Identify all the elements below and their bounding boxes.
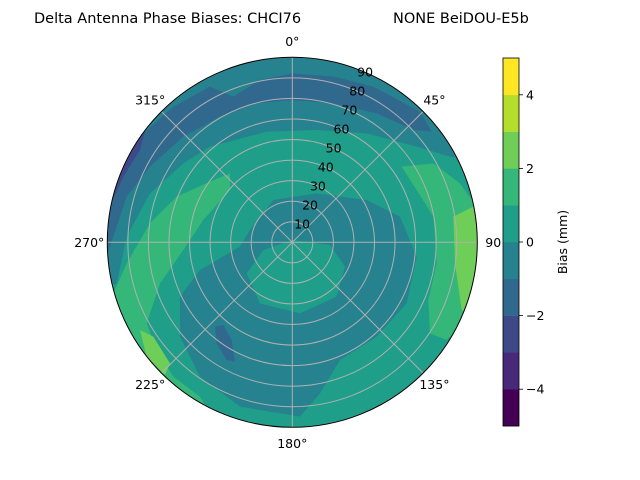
contour-band-neg2-to-neg1-spot [214, 324, 235, 362]
angular-tick-label: 90 [485, 235, 501, 250]
colorbar-tick-label: −2 [526, 308, 544, 323]
angular-grid-line [291, 111, 424, 243]
radial-tick-label: 10 [294, 216, 310, 231]
colorbar-tick-label: 0 [526, 235, 534, 250]
angular-tick-label: 0° [285, 34, 299, 49]
colorbar-band [503, 205, 519, 243]
radial-tick-label: 80 [349, 83, 365, 98]
colorbar-band [503, 242, 519, 280]
angular-tick-label: 315° [135, 93, 165, 108]
radial-tick-label: 30 [310, 178, 326, 193]
contour-band-neg3-to-neg2 [107, 131, 145, 207]
angular-grid-line [161, 111, 293, 243]
contour-band-neg1-to-0-center [179, 193, 417, 417]
colorbar-band [503, 131, 519, 169]
colorbar-band [503, 315, 519, 353]
title-right: NONE BeiDOU-E5b [393, 11, 529, 27]
radial-tick-label: 90 [357, 64, 373, 79]
angular-tick-label: 180° [277, 436, 307, 451]
angular-grid-line [161, 241, 293, 374]
polar-frame [106, 56, 478, 428]
colorbar-band [503, 58, 519, 96]
colorbar [503, 58, 519, 427]
radial-tick-label: 60 [334, 121, 350, 136]
radial-tick-label: 40 [318, 159, 334, 174]
colorbar-band [503, 389, 519, 427]
polar-grid [107, 57, 478, 428]
contour-band-neg2-to-neg1-top [107, 73, 432, 257]
colorbar-tick-label: 4 [526, 87, 534, 102]
radial-tick-label: 70 [341, 102, 357, 117]
colorbar-tick-label: −4 [526, 382, 544, 397]
radial-tick-label: 50 [326, 140, 342, 155]
title-left: Delta Antenna Phase Biases: CHCI76 [34, 11, 301, 27]
colorbar-label: Bias (mm) [555, 210, 570, 274]
colorbar-band [503, 94, 519, 132]
contour-band-2-to-3-left [139, 329, 170, 375]
colorbar-band [503, 168, 519, 206]
contour-band-1-to-2-right [401, 163, 478, 340]
colorbar-band [503, 278, 519, 316]
colorbar-tick-label: 2 [526, 161, 534, 176]
colorbar-band [503, 352, 519, 390]
angular-tick-label: 225° [135, 377, 165, 392]
polar-plot [107, 57, 478, 428]
angular-tick-label: 45° [423, 93, 445, 108]
angular-tick-label: 135° [419, 377, 449, 392]
angular-grid-line [291, 241, 424, 374]
angular-tick-label: 270° [74, 235, 104, 250]
radial-tick-label: 20 [302, 197, 318, 212]
